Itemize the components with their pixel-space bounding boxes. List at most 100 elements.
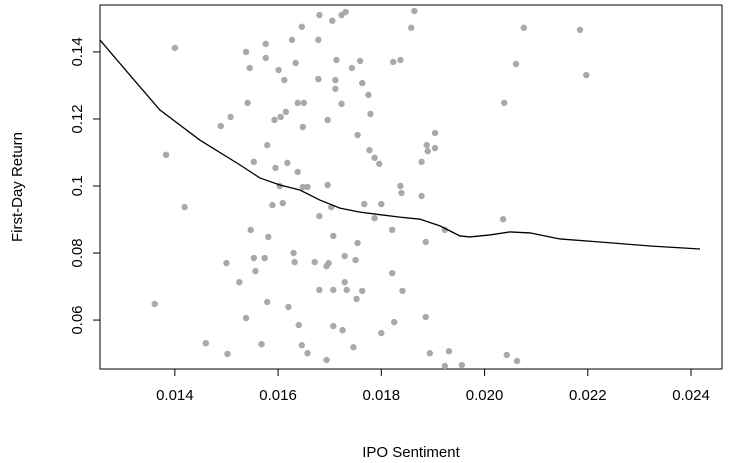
point [264,141,271,149]
smooth-line [100,39,701,250]
point [250,158,258,166]
point [371,214,378,222]
point [576,26,584,34]
point [388,226,396,234]
point [332,76,339,84]
point [422,313,429,321]
y-tick-label: 0.08 [69,238,86,267]
point [354,131,361,139]
point [304,183,311,191]
point [389,58,397,66]
point [418,192,425,200]
y-tick-label: 0.1 [69,176,86,197]
point [500,99,508,107]
point [365,91,372,99]
point [262,40,269,48]
point [271,116,278,124]
point [418,158,425,166]
point [275,66,282,74]
point [262,54,269,62]
point [359,287,366,295]
point [583,71,590,79]
y-axis-title: First-Day Return [9,132,26,242]
point [354,239,361,247]
point [224,350,231,358]
point [343,286,350,294]
point [284,159,291,167]
point [202,339,210,347]
point [503,351,510,359]
point [333,56,340,64]
point [378,200,385,208]
point [316,212,323,220]
point [520,24,527,31]
x-tick-label: 0.014 [156,387,194,404]
point [300,99,308,107]
point [291,258,298,266]
point [441,226,449,234]
x-tick-label: 0.024 [672,387,710,404]
point [397,56,404,64]
point [341,252,348,260]
point [236,278,243,286]
point [250,254,258,262]
point [217,122,224,130]
point [316,11,323,19]
point [423,141,430,149]
point [299,123,307,131]
point [242,314,250,322]
point [298,23,306,30]
point [458,361,466,369]
point [341,278,348,286]
point [315,36,322,44]
point [316,286,323,294]
point [338,100,345,108]
point [330,286,337,294]
point [356,57,364,65]
point [269,201,276,209]
point [285,303,292,311]
point [424,147,431,155]
point [281,76,288,84]
point [499,215,507,223]
plot-frame [99,4,723,370]
point [348,64,356,72]
point [512,60,520,68]
point [513,357,521,365]
point [181,203,188,211]
point [339,326,346,334]
point [329,17,336,24]
point [299,183,307,191]
point [422,238,429,246]
point [295,321,302,329]
point [397,182,404,190]
point [244,99,251,107]
x-axis-title: IPO Sentiment [362,444,460,461]
point [323,262,330,270]
point [431,144,439,152]
point [272,164,279,172]
point [294,168,301,176]
point [247,226,254,234]
point [223,259,230,267]
point [426,350,434,357]
point [366,146,373,154]
point [445,348,453,355]
point [342,8,349,16]
point [227,113,234,121]
y-tick-label: 0.14 [69,37,86,66]
point [311,258,318,266]
point [352,256,359,264]
point [277,113,284,121]
point [378,329,385,337]
point [151,300,158,308]
point [242,48,250,56]
x-tick-label: 0.018 [363,387,401,404]
point [441,362,449,370]
y-tick-label: 0.06 [69,305,86,334]
point [359,79,366,87]
point [294,99,301,107]
point [292,59,299,67]
point [265,233,272,241]
y-tick-label: 0.12 [69,104,86,133]
